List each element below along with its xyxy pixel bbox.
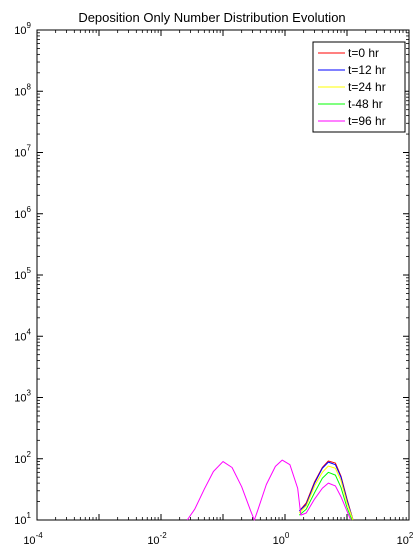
legend-label: t=24 hr: [348, 80, 386, 94]
y-axis: 101 102 103 104 105 106 107 108 109: [14, 21, 409, 527]
chart-title: Deposition Only Number Distribution Evol…: [78, 10, 345, 25]
y-tick-label: 102: [14, 450, 31, 466]
x-tick-label: 102: [397, 531, 414, 547]
y-tick-label: 104: [14, 327, 31, 343]
y-tick-label: 101: [14, 511, 31, 527]
y-tick-label: 109: [14, 21, 31, 37]
y-tick-label: 106: [14, 205, 31, 221]
series-line-3: [298, 471, 353, 521]
series-layer: [186, 459, 354, 521]
legend-label: t=12 hr: [348, 63, 386, 77]
legend-label: t=96 hr: [348, 114, 386, 128]
x-axis: 10-4 10-2 100 102: [23, 30, 414, 547]
series-line-2: [298, 465, 354, 521]
y-tick-label: 103: [14, 389, 31, 405]
legend: t=0 hr t=12 hr t=24 hr t-48 hr t=96 hr: [312, 41, 406, 133]
x-tick-label: 10-2: [147, 531, 167, 547]
y-tick-label: 107: [14, 144, 31, 160]
y-tick-label: 108: [14, 82, 31, 98]
y-tick-label: 105: [14, 266, 31, 282]
series-line-1: [298, 461, 354, 521]
legend-label: t-48 hr: [348, 97, 383, 111]
series-line-4: [186, 459, 352, 521]
x-tick-label: 100: [273, 531, 290, 547]
x-tick-label: 10-4: [23, 531, 43, 547]
legend-label: t=0 hr: [348, 46, 379, 60]
